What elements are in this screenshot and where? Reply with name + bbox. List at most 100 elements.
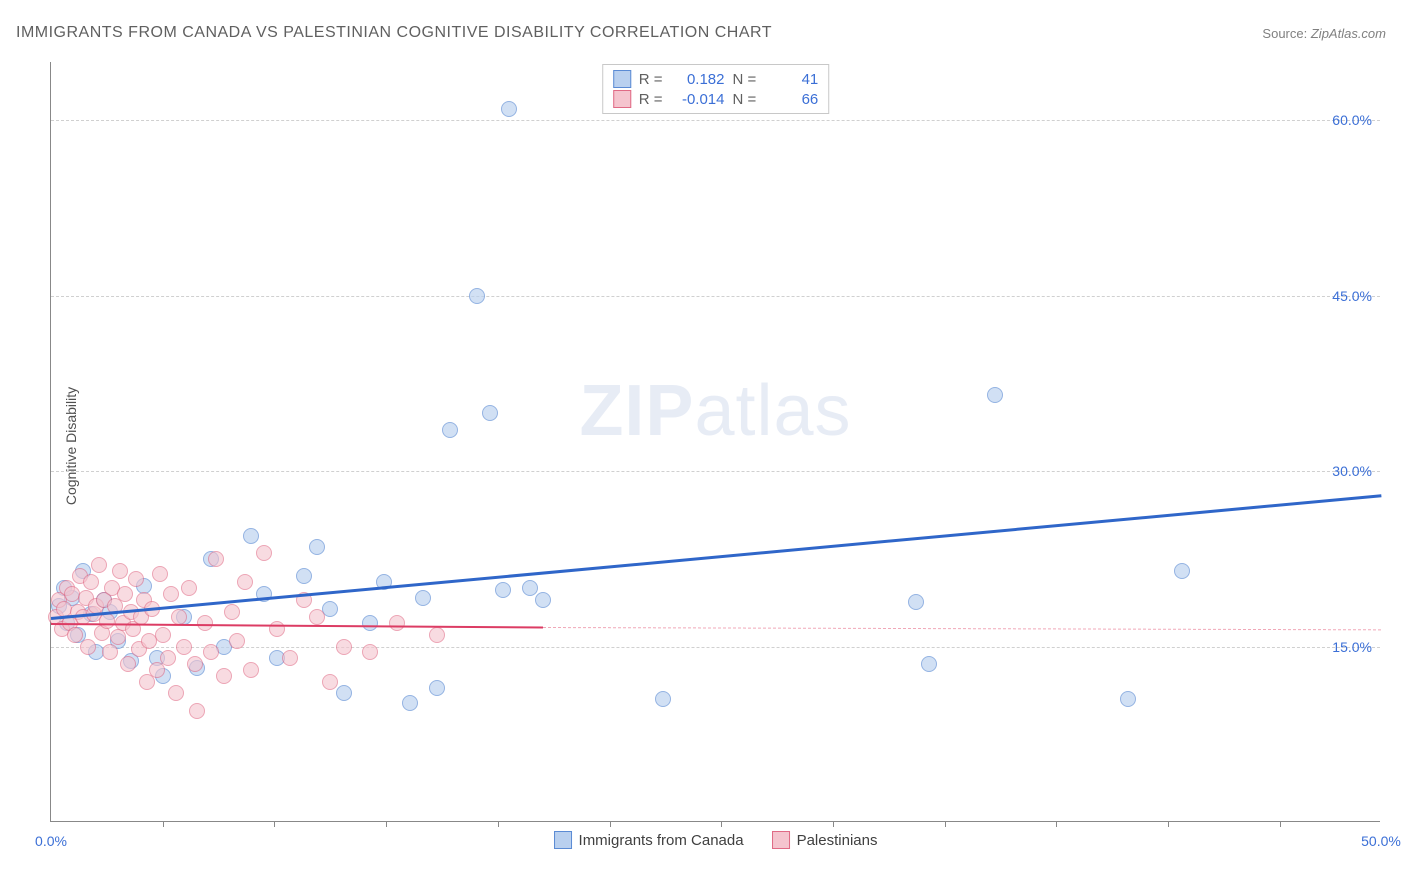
data-point: [1174, 563, 1190, 579]
stats-row-series-b: R = -0.014 N = 66: [613, 89, 819, 109]
gridline: [51, 296, 1380, 297]
x-minor-tick: [498, 821, 499, 827]
data-point: [99, 613, 115, 629]
data-point: [336, 685, 352, 701]
data-point: [362, 615, 378, 631]
swatch-series-a: [554, 831, 572, 849]
data-point: [208, 551, 224, 567]
r-value-b: -0.014: [671, 91, 725, 108]
data-point: [535, 592, 551, 608]
x-minor-tick: [274, 821, 275, 827]
data-point: [429, 627, 445, 643]
swatch-series-a: [613, 70, 631, 88]
legend-item-b: Palestinians: [772, 831, 878, 849]
y-tick-label: 30.0%: [1332, 463, 1372, 479]
data-point: [921, 656, 937, 672]
x-minor-tick: [610, 821, 611, 827]
data-point: [655, 691, 671, 707]
data-point: [495, 582, 511, 598]
data-point: [322, 674, 338, 690]
x-minor-tick: [721, 821, 722, 827]
chart-title: IMMIGRANTS FROM CANADA VS PALESTINIAN CO…: [16, 24, 772, 42]
series-name-a: Immigrants from Canada: [579, 832, 744, 849]
data-point: [117, 586, 133, 602]
x-minor-tick: [945, 821, 946, 827]
data-point: [482, 405, 498, 421]
data-point: [102, 644, 118, 660]
data-point: [224, 604, 240, 620]
n-label: N =: [733, 71, 757, 88]
swatch-series-b: [613, 90, 631, 108]
data-point: [120, 656, 136, 672]
data-point: [181, 580, 197, 596]
data-point: [83, 574, 99, 590]
x-minor-tick: [833, 821, 834, 827]
x-tick-label: 50.0%: [1361, 833, 1401, 849]
trend-line-extension: [543, 627, 1381, 630]
x-minor-tick: [386, 821, 387, 827]
stats-legend: R = 0.182 N = 41 R = -0.014 N = 66: [602, 64, 830, 114]
source-attribution: Source: ZipAtlas.com: [1262, 26, 1386, 41]
gridline: [51, 471, 1380, 472]
x-minor-tick: [1168, 821, 1169, 827]
x-minor-tick: [1056, 821, 1057, 827]
data-point: [336, 639, 352, 655]
y-tick-label: 45.0%: [1332, 288, 1372, 304]
n-value-b: 66: [764, 91, 818, 108]
data-point: [389, 615, 405, 631]
r-label: R =: [639, 71, 663, 88]
data-point: [309, 609, 325, 625]
data-point: [216, 668, 232, 684]
data-point: [229, 633, 245, 649]
r-value-a: 0.182: [671, 71, 725, 88]
data-point: [415, 590, 431, 606]
plot-area: ZIPatlas R = 0.182 N = 41 R = -0.014 N =…: [50, 62, 1380, 822]
data-point: [203, 644, 219, 660]
data-point: [243, 528, 259, 544]
r-label: R =: [639, 91, 663, 108]
data-point: [243, 662, 259, 678]
data-point: [522, 580, 538, 596]
data-point: [1120, 691, 1136, 707]
x-minor-tick: [163, 821, 164, 827]
data-point: [987, 387, 1003, 403]
watermark: ZIPatlas: [579, 370, 851, 452]
x-tick-label: 0.0%: [35, 833, 67, 849]
trend-line: [51, 495, 1381, 620]
data-point: [469, 288, 485, 304]
data-point: [152, 566, 168, 582]
swatch-series-b: [772, 831, 790, 849]
data-point: [168, 685, 184, 701]
data-point: [155, 627, 171, 643]
data-point: [429, 680, 445, 696]
data-point: [128, 571, 144, 587]
n-label: N =: [733, 91, 757, 108]
source-label: Source:: [1262, 26, 1307, 41]
data-point: [80, 639, 96, 655]
data-point: [160, 650, 176, 666]
data-point: [296, 568, 312, 584]
n-value-a: 41: [764, 71, 818, 88]
watermark-bold: ZIP: [579, 371, 694, 451]
gridline: [51, 120, 1380, 121]
source-value: ZipAtlas.com: [1311, 26, 1386, 41]
series-name-b: Palestinians: [797, 832, 878, 849]
gridline: [51, 647, 1380, 648]
data-point: [362, 644, 378, 660]
y-tick-label: 15.0%: [1332, 639, 1372, 655]
data-point: [163, 586, 179, 602]
data-point: [442, 422, 458, 438]
data-point: [402, 695, 418, 711]
data-point: [269, 621, 285, 637]
data-point: [309, 539, 325, 555]
data-point: [110, 629, 126, 645]
data-point: [187, 656, 203, 672]
correlation-chart: IMMIGRANTS FROM CANADA VS PALESTINIAN CO…: [0, 0, 1406, 892]
data-point: [908, 594, 924, 610]
stats-row-series-a: R = 0.182 N = 41: [613, 69, 819, 89]
data-point: [112, 563, 128, 579]
series-legend: Immigrants from Canada Palestinians: [554, 831, 878, 849]
data-point: [256, 545, 272, 561]
x-minor-tick: [1280, 821, 1281, 827]
data-point: [282, 650, 298, 666]
